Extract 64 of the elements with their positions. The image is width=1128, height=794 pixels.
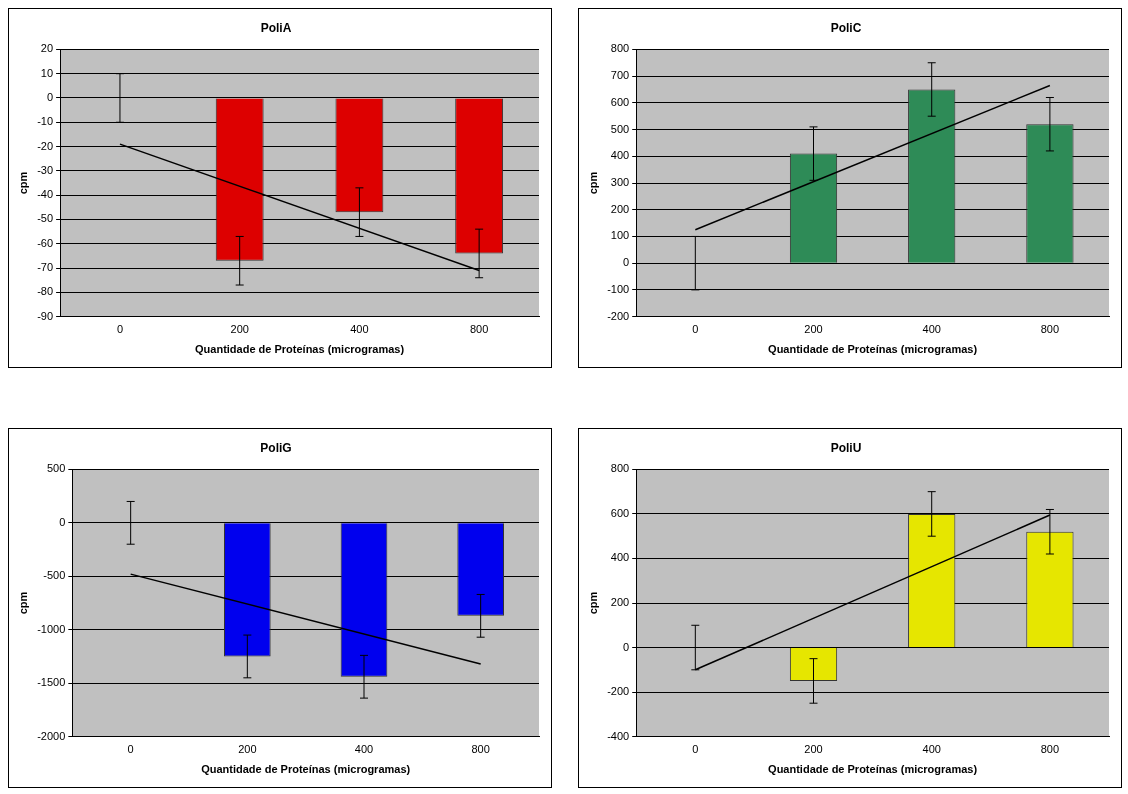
- x-tick-label: 0: [116, 323, 124, 336]
- y-tick-label: 0: [623, 256, 630, 269]
- y-tick-label: 700: [610, 69, 630, 82]
- y-tick-label: -400: [607, 729, 630, 742]
- y-tick-label: -500: [43, 569, 66, 582]
- y-tick-label: 400: [610, 149, 630, 162]
- chart-title: PoliG: [260, 440, 292, 455]
- y-tick-label: 20: [40, 42, 54, 55]
- y-tick-label: 200: [610, 202, 630, 215]
- x-axis-title: Quantidade de Proteínas (microgramas): [768, 763, 978, 776]
- y-tick-label: -60: [37, 236, 54, 249]
- y-tick-label: -30: [37, 163, 54, 176]
- y-tick-label: -50: [37, 212, 54, 225]
- x-tick-label: 400: [922, 743, 941, 756]
- x-axis-title: Quantidade de Proteínas (microgramas): [201, 763, 411, 776]
- y-axis-title: cpm: [16, 171, 29, 195]
- y-tick-label: 400: [610, 551, 630, 564]
- y-tick-label: 800: [610, 42, 630, 55]
- x-tick-label: 200: [230, 323, 249, 336]
- x-tick-label: 400: [354, 743, 374, 756]
- x-tick-label: 0: [127, 743, 134, 756]
- y-tick-label: 200: [610, 596, 630, 609]
- y-tick-label: -10: [37, 115, 54, 128]
- y-tick-label: -1000: [37, 622, 66, 635]
- y-tick-label: -1500: [37, 676, 66, 689]
- x-tick-label: 800: [471, 743, 490, 756]
- x-tick-label: 200: [238, 743, 257, 756]
- y-tick-label: 100: [610, 229, 630, 242]
- y-tick-label: -200: [607, 685, 630, 698]
- y-tick-label: -2000: [37, 729, 66, 742]
- x-tick-label: 200: [804, 323, 823, 336]
- x-axis-title: Quantidade de Proteínas (microgramas): [195, 343, 405, 356]
- y-tick-label: 600: [610, 506, 630, 519]
- y-tick-label: -20: [37, 139, 54, 152]
- y-axis-title: cpm: [16, 591, 29, 615]
- x-tick-label: 800: [1040, 743, 1060, 756]
- y-tick-label: -80: [37, 285, 54, 298]
- x-tick-label: 200: [804, 743, 823, 756]
- y-tick-label: 300: [610, 176, 630, 189]
- y-tick-label: 0: [46, 91, 54, 104]
- chart-title: PoliU: [830, 440, 862, 455]
- chart-title: PoliA: [260, 20, 292, 35]
- x-tick-label: 800: [1040, 323, 1060, 336]
- x-tick-label: 400: [350, 323, 369, 336]
- x-tick-label: 0: [692, 743, 699, 756]
- y-tick-label: 0: [623, 640, 630, 653]
- x-tick-label: 400: [922, 323, 941, 336]
- y-tick-label: 800: [610, 462, 630, 475]
- y-tick-label: 500: [610, 122, 630, 135]
- y-axis-title: cpm: [586, 591, 599, 615]
- y-tick-label: -90: [37, 309, 54, 322]
- y-tick-label: 0: [59, 515, 66, 528]
- y-tick-label: 600: [610, 95, 630, 108]
- x-tick-label: 800: [469, 323, 489, 336]
- x-tick-label: 0: [692, 323, 699, 336]
- chart-title: PoliC: [830, 20, 862, 35]
- x-axis-title: Quantidade de Proteínas (microgramas): [768, 343, 978, 356]
- y-tick-label: 10: [40, 66, 54, 79]
- y-tick-label: -100: [607, 282, 630, 295]
- y-tick-label: 500: [46, 462, 66, 475]
- y-tick-label: -40: [37, 188, 54, 201]
- y-tick-label: -200: [607, 309, 630, 322]
- y-tick-label: -70: [37, 261, 54, 274]
- y-axis-title: cpm: [586, 171, 599, 195]
